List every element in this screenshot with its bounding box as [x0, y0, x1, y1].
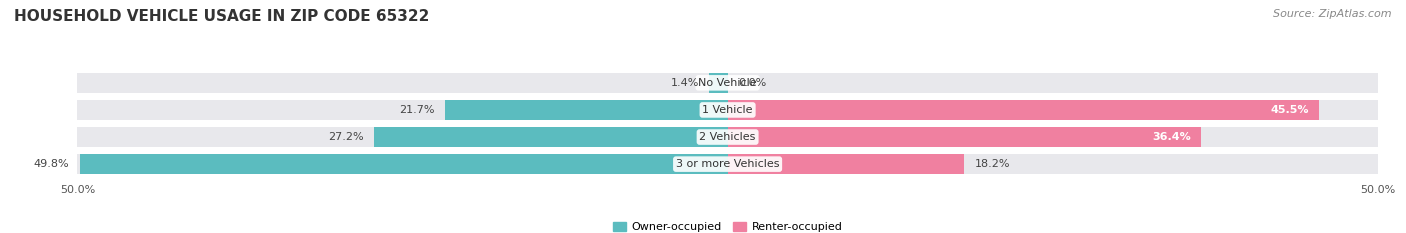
- Bar: [728, 154, 965, 174]
- Bar: [80, 154, 728, 174]
- Text: No Vehicle: No Vehicle: [699, 78, 756, 88]
- Bar: [710, 73, 728, 93]
- Text: 45.5%: 45.5%: [1271, 105, 1309, 115]
- Text: 2 Vehicles: 2 Vehicles: [699, 132, 756, 142]
- Text: 0.0%: 0.0%: [738, 78, 766, 88]
- Text: Source: ZipAtlas.com: Source: ZipAtlas.com: [1274, 9, 1392, 19]
- Text: 1 Vehicle: 1 Vehicle: [703, 105, 752, 115]
- Text: 36.4%: 36.4%: [1152, 132, 1191, 142]
- Text: 49.8%: 49.8%: [34, 159, 69, 169]
- Bar: [728, 127, 1201, 147]
- Bar: [77, 154, 1378, 174]
- Text: 1.4%: 1.4%: [671, 78, 699, 88]
- Bar: [446, 100, 728, 120]
- Legend: Owner-occupied, Renter-occupied: Owner-occupied, Renter-occupied: [609, 217, 846, 233]
- Bar: [77, 73, 1378, 93]
- Text: 21.7%: 21.7%: [399, 105, 434, 115]
- Text: 18.2%: 18.2%: [974, 159, 1010, 169]
- Bar: [728, 100, 1319, 120]
- Bar: [77, 127, 1378, 147]
- Bar: [374, 127, 728, 147]
- Text: HOUSEHOLD VEHICLE USAGE IN ZIP CODE 65322: HOUSEHOLD VEHICLE USAGE IN ZIP CODE 6532…: [14, 9, 429, 24]
- Text: 3 or more Vehicles: 3 or more Vehicles: [676, 159, 779, 169]
- Bar: [77, 100, 1378, 120]
- Text: 27.2%: 27.2%: [328, 132, 363, 142]
